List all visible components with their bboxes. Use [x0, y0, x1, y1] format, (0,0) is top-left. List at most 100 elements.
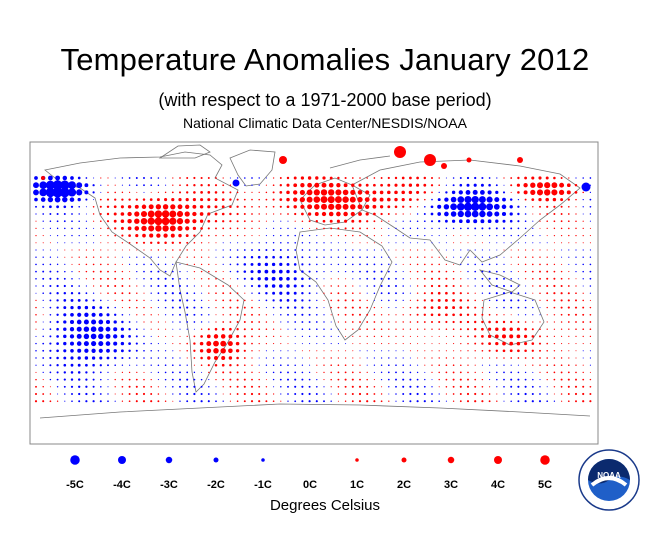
- anomaly-dot: [99, 393, 102, 395]
- anomaly-dot: [99, 213, 102, 215]
- anomaly-dot: [178, 198, 182, 202]
- anomaly-dot: [575, 227, 577, 230]
- anomaly-dot: [381, 227, 383, 229]
- anomaly-dot: [373, 371, 375, 373]
- anomaly-dot: [150, 307, 152, 309]
- anomaly-dot: [323, 328, 325, 330]
- anomaly-dot: [589, 385, 592, 388]
- anomaly-dot: [172, 321, 174, 323]
- anomaly-dot: [229, 177, 231, 179]
- anomaly-dot: [64, 256, 66, 258]
- anomaly-dot: [395, 299, 397, 302]
- anomaly-dot: [287, 321, 289, 323]
- anomaly-dot: [424, 234, 426, 237]
- anomaly-dot: [313, 196, 321, 203]
- anomaly-dot: [60, 180, 70, 190]
- anomaly-dot: [495, 227, 498, 230]
- anomaly-dot: [229, 191, 232, 194]
- anomaly-dot: [49, 364, 52, 367]
- anomaly-dot: [589, 378, 592, 381]
- anomaly-dot: [336, 219, 340, 223]
- anomaly-dot: [207, 393, 210, 395]
- anomaly-dot: [35, 335, 37, 337]
- anomaly-dot: [567, 400, 570, 403]
- anomaly-dot: [272, 299, 275, 302]
- anomaly-dot: [466, 392, 470, 396]
- anomaly-dot: [157, 299, 160, 302]
- anomaly-dot: [258, 184, 260, 186]
- anomaly-dot: [452, 277, 455, 280]
- anomaly-dot: [280, 213, 282, 215]
- anomaly-dot: [387, 284, 390, 288]
- anomaly-dot: [402, 249, 404, 251]
- anomaly-dot: [135, 177, 138, 179]
- anomaly-dot: [553, 270, 556, 273]
- anomaly-dot: [165, 177, 167, 179]
- anomaly-dot: [366, 227, 369, 230]
- anomaly-dot: [335, 189, 342, 196]
- anomaly-dot: [380, 277, 383, 280]
- anomaly-dot: [308, 256, 311, 259]
- anomaly-dot: [179, 277, 181, 280]
- anomaly-dot: [359, 371, 361, 374]
- anomaly-dot: [336, 183, 341, 188]
- anomaly-dot: [49, 321, 52, 323]
- anomaly-dot: [524, 270, 527, 273]
- anomaly-dot: [366, 378, 368, 381]
- anomaly-dot: [495, 190, 499, 195]
- anomaly-dot: [517, 292, 520, 295]
- anomaly-dot: [546, 335, 548, 338]
- anomaly-dot: [510, 364, 512, 366]
- anomaly-dot: [373, 350, 375, 352]
- anomaly-dot: [380, 270, 383, 273]
- anomaly-dot: [380, 393, 383, 395]
- anomaly-dot: [553, 378, 556, 381]
- anomaly-dot: [409, 220, 412, 222]
- anomaly-dot: [357, 190, 363, 195]
- anomaly-dot: [56, 349, 59, 353]
- anomaly-dot: [517, 234, 520, 237]
- anomaly-dot: [193, 249, 196, 251]
- anomaly-dot: [459, 400, 462, 403]
- anomaly-dot: [293, 183, 298, 188]
- anomaly-dot: [92, 278, 95, 280]
- anomaly-dot: [193, 335, 196, 338]
- anomaly-dot: [215, 227, 217, 230]
- anomaly-dot: [582, 234, 584, 237]
- anomaly-dot: [373, 343, 375, 345]
- anomaly-dot: [85, 206, 87, 208]
- anomaly-dot: [215, 249, 217, 251]
- anomaly-dot: [342, 203, 349, 210]
- anomaly-dot: [517, 385, 520, 388]
- anomaly-dot: [509, 327, 513, 331]
- anomaly-dot: [431, 343, 433, 345]
- anomaly-dot: [93, 199, 95, 201]
- anomaly-dot: [301, 378, 304, 381]
- anomaly-dot: [200, 234, 203, 237]
- anomaly-dot: [509, 341, 514, 346]
- anomaly-dot: [424, 242, 426, 244]
- anomaly-dot: [366, 335, 368, 338]
- anomaly-dot: [272, 357, 275, 359]
- anomaly-dot: [134, 211, 140, 217]
- anomaly-dot: [68, 181, 76, 190]
- anomaly-dot: [481, 400, 484, 403]
- anomaly-dot: [164, 400, 167, 402]
- anomaly-dot: [273, 321, 275, 323]
- anomaly-dot: [258, 350, 260, 352]
- anomaly-dot: [99, 364, 102, 367]
- anomaly-dot: [465, 189, 471, 195]
- anomaly-dot: [287, 249, 289, 251]
- anomaly-dot: [199, 341, 204, 346]
- anomaly-dot: [128, 177, 131, 179]
- anomaly-dot: [293, 277, 297, 281]
- anomaly-dot: [157, 350, 160, 352]
- anomaly-dot: [323, 256, 325, 258]
- anomaly-dot: [172, 343, 174, 345]
- anomaly-dot: [273, 314, 275, 316]
- anomaly-dot: [136, 292, 138, 294]
- anomaly-dot: [330, 393, 332, 395]
- anomaly-dot: [517, 371, 520, 374]
- anomaly-dot: [553, 400, 556, 402]
- anomaly-dot: [243, 342, 246, 345]
